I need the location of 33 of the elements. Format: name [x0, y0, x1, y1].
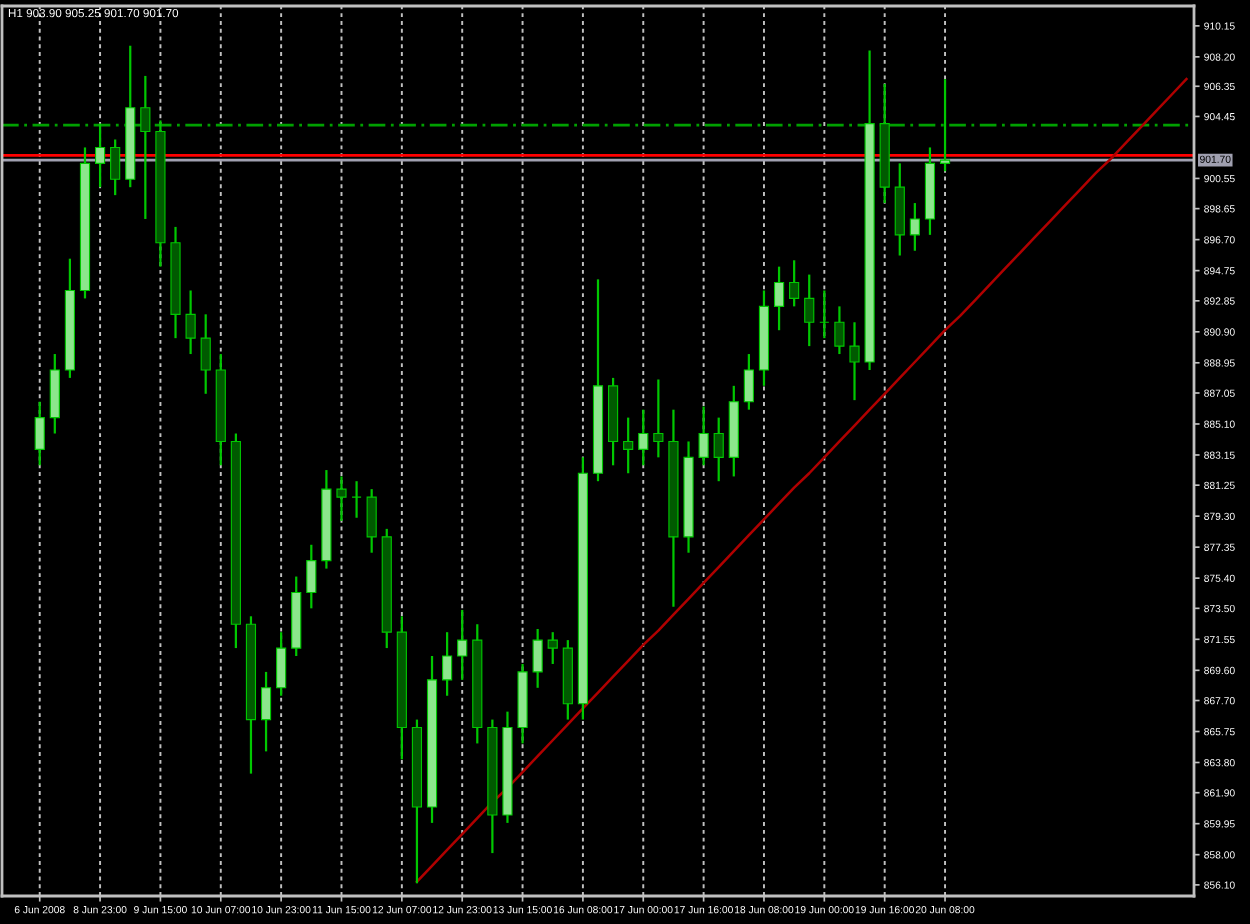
candlestick	[804, 273, 815, 348]
candlestick	[849, 321, 860, 402]
candlestick	[698, 405, 709, 467]
candlestick	[351, 480, 362, 519]
candlestick	[442, 631, 453, 697]
line-series	[415, 77, 1188, 883]
candlestick	[306, 543, 317, 610]
candlestick	[547, 631, 558, 666]
candlestick	[532, 627, 543, 689]
candlestick	[140, 74, 151, 221]
candlestick	[276, 631, 287, 697]
candlestick	[653, 378, 664, 459]
candlestick	[336, 475, 347, 523]
candlestick	[638, 408, 649, 467]
candlestick	[623, 416, 634, 475]
candlestick	[713, 416, 724, 483]
candlestick	[457, 608, 468, 681]
candlestick	[939, 78, 951, 173]
candlestick	[894, 162, 905, 257]
candlestick	[260, 670, 272, 753]
candlestick	[185, 289, 196, 356]
candlestick	[34, 400, 45, 467]
candlestick	[909, 201, 920, 252]
candlestick	[743, 352, 754, 411]
candlestick	[819, 289, 830, 340]
candlestick	[773, 265, 785, 332]
candlestick	[200, 313, 211, 395]
candlestick	[789, 259, 800, 308]
candlestick	[94, 122, 106, 189]
candlestick	[110, 138, 121, 197]
candlestick	[366, 488, 377, 554]
candlestick	[834, 305, 845, 356]
candlestick	[49, 352, 60, 435]
